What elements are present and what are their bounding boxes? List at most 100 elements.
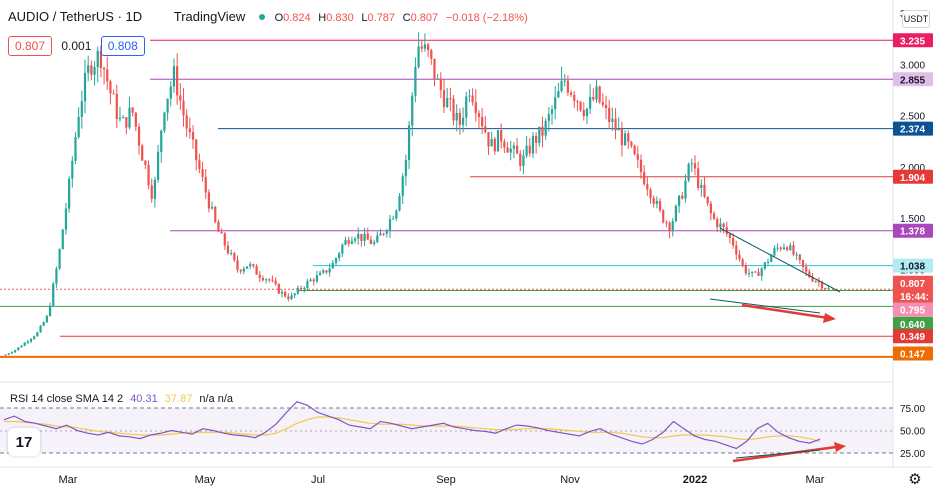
gear-icon[interactable]: ⚙ <box>908 471 922 488</box>
price-level-label: 2.855 <box>900 75 925 86</box>
candle-body <box>589 96 592 109</box>
candle-body <box>725 227 728 234</box>
price-label-bg <box>893 346 933 361</box>
price-level-label: 0.349 <box>900 332 925 343</box>
currency-button[interactable]: USDT <box>902 10 930 28</box>
support-trendline[interactable] <box>709 298 821 314</box>
candle-body <box>677 195 681 206</box>
tradingview-logo-icon[interactable]: 17 <box>8 428 40 456</box>
candle-body <box>776 247 779 249</box>
sell-price-button[interactable]: 0.807 <box>8 36 53 56</box>
candle-body <box>458 112 462 125</box>
candle-body <box>338 253 341 259</box>
candle-body <box>372 242 376 244</box>
symbol-title[interactable]: AUDIO / TetherUS · 1D <box>8 9 143 24</box>
rsi-trendlines <box>732 442 846 463</box>
price-level-label: 1.038 <box>900 262 925 273</box>
candle-body <box>525 145 528 156</box>
candle-body <box>239 269 242 272</box>
candle-body <box>811 277 814 282</box>
candle-body <box>579 101 582 110</box>
candle-body <box>763 262 766 269</box>
candle-body <box>560 80 563 91</box>
price-label-bg <box>893 258 933 273</box>
candle-body <box>757 272 760 276</box>
candle-body <box>322 270 325 273</box>
rsi-tick-label: 50.00 <box>900 427 925 438</box>
candle-body <box>512 145 516 149</box>
candle-body <box>585 108 589 117</box>
candle-body <box>106 69 109 82</box>
candle-body <box>614 118 617 131</box>
candle-body <box>582 109 585 117</box>
candle-body <box>125 117 128 128</box>
candle-body <box>731 237 735 246</box>
candle-body <box>716 218 719 228</box>
candle-body <box>569 92 573 95</box>
candle-body <box>195 139 198 161</box>
candle-body <box>284 291 287 297</box>
candle-body <box>433 58 436 80</box>
descending-trendline[interactable] <box>719 227 841 293</box>
candle-body <box>417 46 420 67</box>
candle-body <box>137 126 141 146</box>
price-level-labels: 3.235 2.855 2.374 1.904 1.378 1.038 0.807 16:44… <box>893 33 933 361</box>
rsi-value: 40.31 <box>130 393 158 405</box>
time-tick-label: 2022 <box>683 474 707 486</box>
divergence-arrow[interactable] <box>741 303 829 320</box>
candle-body <box>573 94 576 102</box>
candle-body <box>312 279 315 282</box>
candle-body <box>407 125 411 161</box>
candle-body <box>557 90 560 98</box>
candle-body <box>306 281 309 288</box>
price-level-label: 1.904 <box>900 173 925 184</box>
candle-body <box>299 287 303 289</box>
candle-body <box>706 196 709 204</box>
price-label-bg <box>893 316 933 331</box>
rsi-pane <box>0 401 893 463</box>
time-tick-label: May <box>195 474 216 486</box>
rsi-title[interactable]: RSI 14 close SMA 14 2 <box>10 393 124 405</box>
candle-body <box>617 129 620 131</box>
candle-body <box>785 247 789 250</box>
candle-body <box>80 101 83 117</box>
candle-body <box>169 86 172 99</box>
candle-body <box>668 222 671 232</box>
candle-body <box>423 44 427 49</box>
candle-body <box>738 254 741 260</box>
candle-body <box>709 203 712 214</box>
buy-price-button[interactable]: 0.808 <box>100 36 145 56</box>
candle-body <box>487 132 490 147</box>
candle-body <box>274 280 277 285</box>
candle-body <box>658 201 662 211</box>
candle-body <box>652 198 655 204</box>
candle-body <box>566 80 570 93</box>
price-label-bg <box>893 72 933 87</box>
candle-body <box>115 93 118 119</box>
candle-body <box>623 133 627 146</box>
candle-body <box>503 141 506 148</box>
rsi-trendline[interactable] <box>735 449 821 459</box>
candle-body <box>449 98 452 100</box>
rsi-divergence-arrow[interactable] <box>732 445 837 463</box>
time-tick-label: Sep <box>436 474 456 486</box>
candle-body <box>490 138 493 147</box>
candle-body <box>789 245 792 250</box>
candle-body <box>735 245 738 255</box>
candle-body <box>233 253 236 261</box>
candle-body <box>328 268 331 273</box>
price-tick-label: 2.500 <box>900 112 925 123</box>
candle-body <box>404 160 407 177</box>
candle-body <box>630 141 633 146</box>
candle-body <box>455 112 458 121</box>
candle-body <box>633 145 636 155</box>
time-axis-labels: Mar May Jul Sep Nov 2022 Mar <box>59 474 825 486</box>
price-tick-label: 2.000 <box>900 163 925 174</box>
candle-body <box>531 135 535 154</box>
candle-body <box>36 332 39 337</box>
candle-body <box>204 176 207 193</box>
candle-body <box>766 261 770 263</box>
main-pane[interactable] <box>0 0 893 380</box>
